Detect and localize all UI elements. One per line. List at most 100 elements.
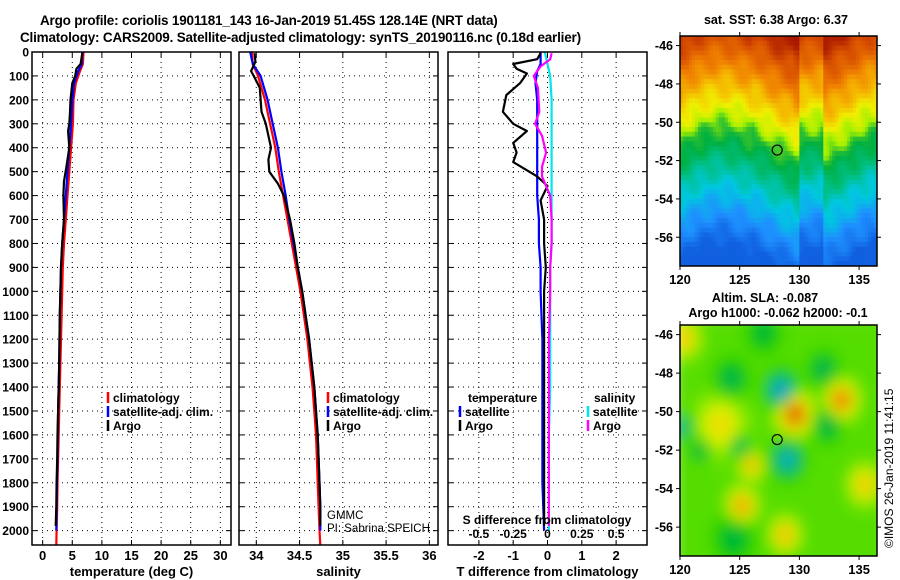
heatmap-cell <box>689 40 693 47</box>
heatmap-cell <box>817 218 821 224</box>
heatmap-cell <box>749 403 754 411</box>
heatmap-cell <box>745 504 750 512</box>
heatmap-cell <box>853 189 857 195</box>
heatmap-cell <box>745 256 750 262</box>
heatmap-cell <box>844 122 848 128</box>
heatmap-cell <box>871 45 875 51</box>
heatmap-cell <box>728 328 734 337</box>
heatmap-cell <box>732 403 738 411</box>
heatmap-cell <box>772 131 777 138</box>
heatmap-cell <box>686 470 692 478</box>
heatmap-cell <box>751 218 756 224</box>
heatmap-cell <box>721 242 726 248</box>
heatmap-cell <box>694 112 699 119</box>
heatmap-cell <box>820 151 824 157</box>
heatmap-cell <box>841 222 845 229</box>
heatmap-cell <box>784 45 789 51</box>
heatmap-cell <box>690 531 696 539</box>
heatmap-cell <box>775 112 780 119</box>
heatmap-cell <box>778 436 784 444</box>
heatmap-cell <box>745 436 750 444</box>
heatmap-cell <box>829 83 833 90</box>
heatmap-cell <box>680 551 683 556</box>
heatmap-cell <box>820 213 824 219</box>
heatmap-cell <box>727 79 732 85</box>
heatmap-cell <box>763 131 768 138</box>
heatmap-cell <box>711 463 717 471</box>
heatmap-cell <box>754 36 759 42</box>
heatmap-cell <box>754 160 759 166</box>
heatmap-cell <box>787 246 792 253</box>
heatmap-cell <box>766 194 771 200</box>
heatmap-cell <box>724 155 729 162</box>
heatmap-cell <box>706 36 711 42</box>
heatmap-cell <box>856 40 860 47</box>
heatmap-cell <box>727 232 732 238</box>
heatmap-cell <box>793 122 797 128</box>
heatmap-cell <box>732 342 738 350</box>
heatmap-cell <box>871 117 875 123</box>
y-tick-label: 1300 <box>2 357 29 371</box>
heatmap-cell <box>850 208 854 214</box>
heatmap-cell <box>746 26 750 31</box>
heatmap-cell <box>707 389 713 397</box>
heatmap-cell <box>817 40 821 47</box>
heatmap-cell <box>715 396 721 404</box>
heatmap-cell <box>790 103 794 109</box>
heatmap-cell <box>826 60 830 66</box>
heatmap-cell <box>796 179 800 186</box>
heatmap-cell <box>761 517 767 525</box>
heatmap-cell <box>763 60 768 66</box>
heatmap-cell <box>742 36 747 42</box>
heatmap-cell <box>709 208 714 214</box>
heatmap-cell <box>740 510 746 519</box>
x-tick-label: -1 <box>507 548 519 563</box>
heatmap-cell <box>727 50 732 56</box>
heatmap-cell <box>689 64 693 71</box>
heatmap-cell <box>733 170 738 176</box>
heatmap-cell <box>740 544 746 552</box>
heatmap-cell <box>728 537 734 545</box>
heatmap-cell <box>775 50 780 56</box>
heatmap-cell <box>686 416 692 424</box>
heatmap-cell <box>808 208 812 214</box>
heatmap-cell <box>778 544 784 552</box>
heatmap-cell <box>775 36 780 42</box>
heatmap-cell <box>853 40 857 47</box>
heatmap-cell <box>724 79 729 85</box>
heatmap-cell <box>844 213 848 219</box>
heatmap-cell <box>683 184 687 190</box>
heatmap-cell <box>787 251 792 257</box>
y-tick-label: 700 <box>9 213 29 227</box>
heatmap-cell <box>754 261 759 266</box>
heatmap-cell <box>715 504 721 512</box>
heatmap-cell <box>718 79 723 85</box>
heatmap-cell <box>832 227 836 234</box>
heatmap-cell <box>856 26 860 31</box>
heatmap-cell <box>808 60 812 66</box>
heatmap-cell <box>674 524 679 531</box>
heatmap-cell <box>871 83 875 90</box>
heatmap-cell <box>683 222 687 229</box>
heatmap-cell <box>674 363 679 370</box>
heatmap-cell <box>805 60 809 66</box>
heatmap-cell <box>721 107 726 114</box>
heatmap-cell <box>862 266 866 271</box>
heatmap-cell <box>691 136 696 142</box>
heatmap-cell <box>733 88 738 95</box>
heatmap-cell <box>709 69 714 75</box>
heatmap-cell <box>823 127 827 133</box>
heatmap-cell <box>805 256 809 262</box>
legend-label: Argo <box>465 419 493 433</box>
heatmap-cell <box>817 127 821 133</box>
heatmap-cell <box>715 246 720 253</box>
heatmap-cell <box>770 382 775 391</box>
heatmap-cell <box>796 246 800 253</box>
heatmap-cell <box>689 146 693 152</box>
heatmap-cell <box>736 93 741 99</box>
heatmap-cell <box>832 146 836 152</box>
heatmap-cell <box>835 146 839 152</box>
heatmap-cell <box>751 112 756 119</box>
heatmap-cell <box>799 146 803 152</box>
